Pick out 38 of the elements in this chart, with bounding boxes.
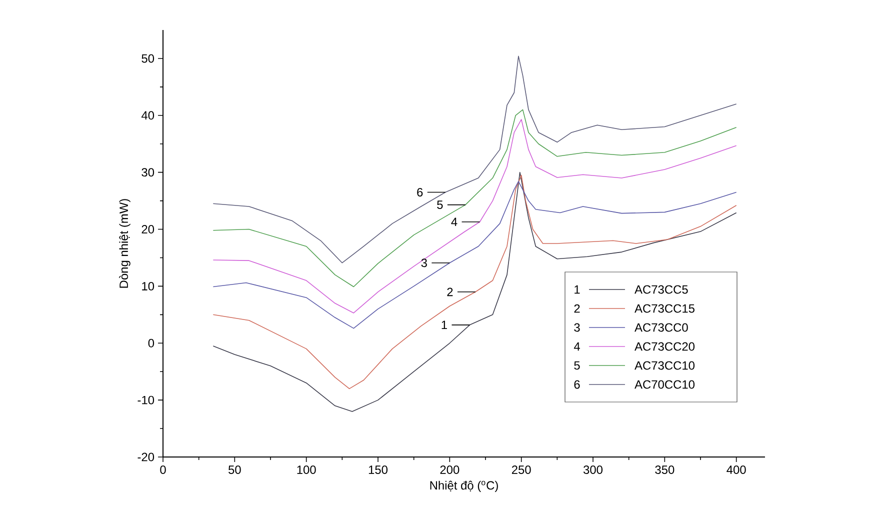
- text: 3: [574, 323, 580, 332]
- text: 2: [574, 304, 580, 313]
- x-tick-label: 0: [160, 466, 166, 474]
- legend-label: AC73CC20: [634, 342, 695, 351]
- text: 5: [574, 361, 580, 370]
- annotation: 3: [421, 258, 427, 268]
- y-tick-label: 40: [141, 111, 154, 120]
- legend-label: AC73CC0: [634, 323, 688, 332]
- y-tick-label: 10: [142, 282, 154, 290]
- y-tick-label: 50: [142, 54, 154, 63]
- y-axis-title: Dòng nhiệt (mW): [119, 199, 130, 288]
- x-tick-label: 250: [512, 466, 531, 474]
- annotation: 2: [447, 288, 453, 296]
- annotation: 5: [437, 200, 443, 209]
- line-series: [212, 118, 737, 314]
- y-tick-label: -20: [138, 452, 154, 462]
- annotation: 6: [417, 188, 423, 196]
- y-tick-label: -10: [138, 396, 154, 404]
- legend-label: AC73CC5: [634, 285, 688, 294]
- x-tick-label: 100: [297, 466, 316, 474]
- y-tick-label: 20: [142, 225, 154, 234]
- legend-label: AC73CC15: [634, 304, 694, 313]
- x-tick-label: 400: [726, 466, 746, 474]
- y-tick-label: 30: [142, 168, 154, 177]
- x-tick-label: 350: [655, 466, 674, 474]
- x-tick-label: 200: [440, 466, 460, 474]
- x-tick-label: 300: [583, 466, 603, 474]
- text: 6: [574, 380, 580, 389]
- x-tick-label: 50: [228, 466, 241, 474]
- x-tick-label: 150: [368, 466, 388, 474]
- annotation: 1: [442, 320, 447, 330]
- legend-label: AC73CC10: [634, 361, 695, 370]
- y-tick-label: 0: [148, 338, 154, 348]
- text: 1: [574, 285, 580, 294]
- x-axis-title: Nhiệt độ ($^{o}$C): [430, 480, 498, 492]
- annotation: 4: [451, 218, 458, 226]
- legend-label: AC70CC10: [634, 380, 695, 389]
- text: 4: [574, 342, 580, 351]
